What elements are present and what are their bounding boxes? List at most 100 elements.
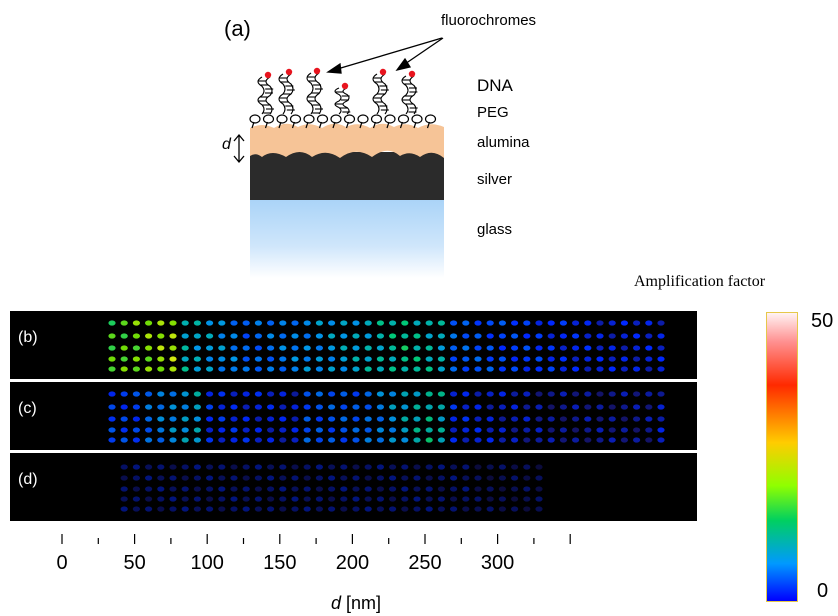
- fluorescence-spot: [340, 475, 348, 481]
- fluorescence-spot: [401, 437, 409, 443]
- fluorescence-spot: [486, 486, 494, 492]
- fluorescence-spot: [230, 366, 238, 372]
- fluorescence-spot: [206, 486, 214, 492]
- fluorescence-spot: [401, 486, 409, 492]
- fluorescence-spot: [620, 416, 629, 422]
- fluorescence-spot: [169, 486, 177, 492]
- fluorescence-spot: [389, 333, 397, 339]
- fluorescence-spot: [352, 437, 360, 443]
- fluorescence-spot: [559, 366, 568, 372]
- fluorescence-spot: [376, 333, 384, 339]
- fluorescence-spot: [633, 427, 641, 433]
- fluorescence-spot: [389, 366, 397, 372]
- fluorescence-spot: [425, 333, 433, 339]
- fluorescence-spot: [450, 496, 458, 502]
- fluorescence-spot: [511, 486, 519, 492]
- fluorescence-spot: [498, 496, 506, 502]
- fluorescence-spot: [242, 391, 250, 397]
- fluorescence-spot: [608, 356, 616, 362]
- fluorescence-spot: [462, 496, 470, 502]
- fluorescence-spot: [242, 506, 250, 512]
- fluorescence-spot: [352, 464, 360, 470]
- fluorescence-spot: [254, 345, 262, 351]
- fluorescence-spot: [254, 391, 262, 397]
- colorbar: [766, 312, 798, 602]
- fluorescence-spot: [242, 333, 250, 339]
- fluorescence-spot: [437, 404, 445, 410]
- fluorescence-spot: [291, 486, 299, 492]
- fluorescence-spot: [498, 345, 506, 351]
- fluorescence-spot: [474, 475, 482, 481]
- fluorescence-spot: [145, 320, 153, 326]
- fluorescence-spot: [340, 464, 348, 470]
- fluorescence-spot: [303, 496, 311, 502]
- panel-b: (b): [10, 311, 697, 379]
- fluorescence-spot: [242, 366, 250, 372]
- fluorescence-spot: [206, 437, 214, 443]
- fluorescence-spot: [157, 486, 165, 492]
- fluorescence-spot: [450, 416, 458, 422]
- fluorescence-spot: [242, 404, 250, 410]
- fluorescence-spot: [425, 366, 433, 372]
- fluorescence-spot: [364, 437, 372, 443]
- fluorescence-spot: [132, 366, 140, 372]
- fluorescence-spot: [206, 496, 214, 502]
- fluorescence-spot: [547, 345, 555, 351]
- fluorescence-spot: [169, 437, 177, 443]
- fluorescence-spot: [254, 404, 262, 410]
- fluorescence-spot: [511, 356, 519, 362]
- fluorescence-spot: [376, 366, 384, 372]
- fluorescence-spot: [437, 437, 445, 443]
- fluorescence-spot: [437, 427, 445, 433]
- fluorescence-spot: [181, 356, 189, 362]
- fluorescence-spot: [584, 345, 592, 351]
- fluorescence-spot: [523, 356, 531, 362]
- fluorescence-spot: [462, 404, 470, 410]
- fluorescence-spot: [474, 320, 482, 326]
- fluorescence-spot: [291, 333, 299, 339]
- fluorescence-spot: [572, 333, 580, 339]
- fluorescence-spot: [279, 320, 287, 326]
- fluorescence-spot: [169, 506, 177, 512]
- fluorescence-spot: [193, 320, 201, 326]
- fluorescence-spot: [267, 404, 275, 410]
- fluorescence-spot: [498, 333, 506, 339]
- fluorescence-spot: [450, 427, 458, 433]
- fluorescence-spot: [132, 486, 140, 492]
- fluorescence-spot: [315, 416, 323, 422]
- fluorescence-spot: [145, 366, 153, 372]
- fluorescence-spot: [206, 475, 214, 481]
- fluorescence-spot: [218, 427, 226, 433]
- fluorescence-spot: [450, 345, 458, 351]
- colorbar-title: Amplification factor: [634, 273, 766, 290]
- fluorescence-spot: [572, 366, 580, 372]
- fluorescence-spot: [242, 496, 250, 502]
- fluorochromes-label: fluorochromes: [441, 12, 537, 29]
- fluorescence-spot: [279, 464, 287, 470]
- fluorescence-spot: [559, 345, 568, 351]
- fluorescence-spot: [511, 320, 519, 326]
- fluorescence-spot: [450, 404, 458, 410]
- fluorescence-spot: [303, 464, 311, 470]
- fluorescence-spot: [376, 506, 384, 512]
- fluorescence-spot: [230, 320, 238, 326]
- fluorescence-spot: [511, 464, 519, 470]
- fluorescence-spot: [291, 366, 299, 372]
- x-tick-label: 200: [335, 552, 370, 574]
- fluorescence-spot: [633, 333, 641, 339]
- fluorescence-spot: [120, 333, 128, 339]
- fluorescence-spot: [596, 320, 604, 326]
- fluorescence-spot: [584, 416, 592, 422]
- fluorescence-spot: [303, 506, 311, 512]
- fluorescence-spot: [328, 506, 336, 512]
- colorbar-max-label: 50: [811, 310, 834, 332]
- fluorescence-spot: [291, 496, 299, 502]
- panel-c-label: (c): [18, 400, 37, 417]
- fluorescence-spot: [279, 475, 287, 481]
- fluorescence-spot: [437, 475, 445, 481]
- fluorescence-spot: [108, 427, 116, 433]
- fluorescence-spot: [645, 416, 653, 422]
- fluorescence-spot: [328, 427, 336, 433]
- fluorescence-spot: [132, 356, 140, 362]
- fluorescence-spot: [401, 475, 409, 481]
